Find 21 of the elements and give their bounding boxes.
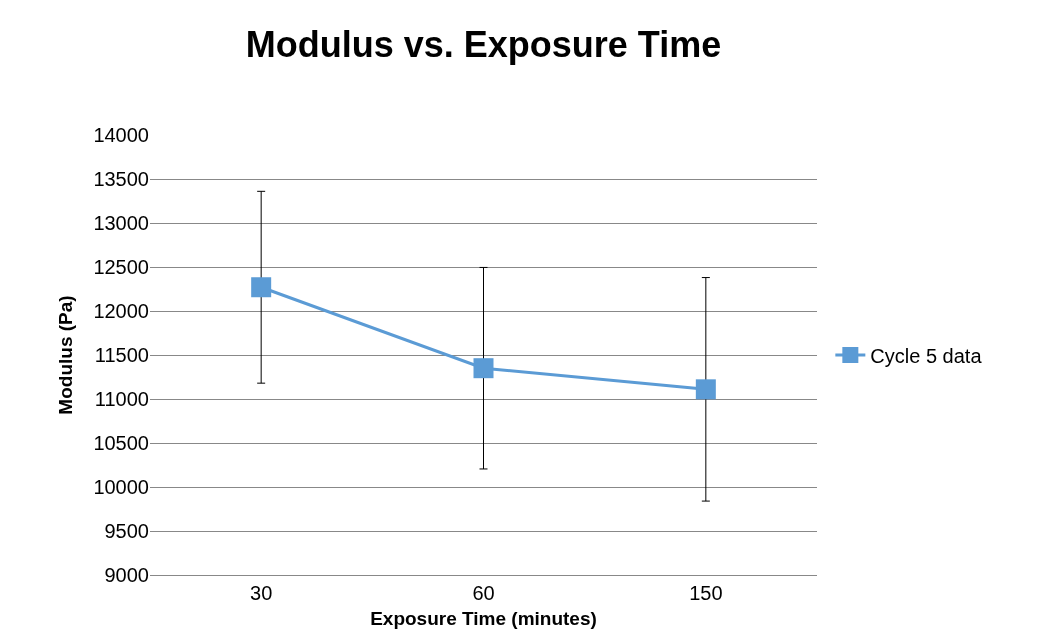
x-tick-label: 30 [250, 582, 273, 604]
y-tick-label: 12500 [93, 256, 149, 278]
y-tick-label: 9500 [104, 520, 149, 542]
x-tick-label: 60 [472, 582, 495, 604]
y-tick-label: 9000 [104, 564, 149, 586]
y-axis-title: Modulus (Pa) [55, 295, 77, 415]
y-tick-label: 13500 [93, 168, 149, 190]
point [251, 277, 272, 298]
x-tick-label: 150 [689, 582, 723, 604]
point [473, 358, 494, 379]
chart-title: Modulus vs. Exposure Time [245, 24, 722, 66]
y-tick-label: 11500 [94, 344, 149, 366]
x-axis-title: Exposure Time (minutes) [370, 607, 597, 629]
y-tick-label: 10500 [93, 432, 149, 454]
y-tick-label: 11000 [94, 388, 149, 410]
y-tick-label: 12000 [93, 300, 149, 322]
y-tick-label: 14000 [93, 124, 149, 146]
point [695, 379, 716, 400]
legend-label: Cycle 5 data [870, 344, 983, 367]
y-tick-label: 13000 [93, 212, 149, 234]
y-tick-label: 10000 [93, 476, 149, 498]
